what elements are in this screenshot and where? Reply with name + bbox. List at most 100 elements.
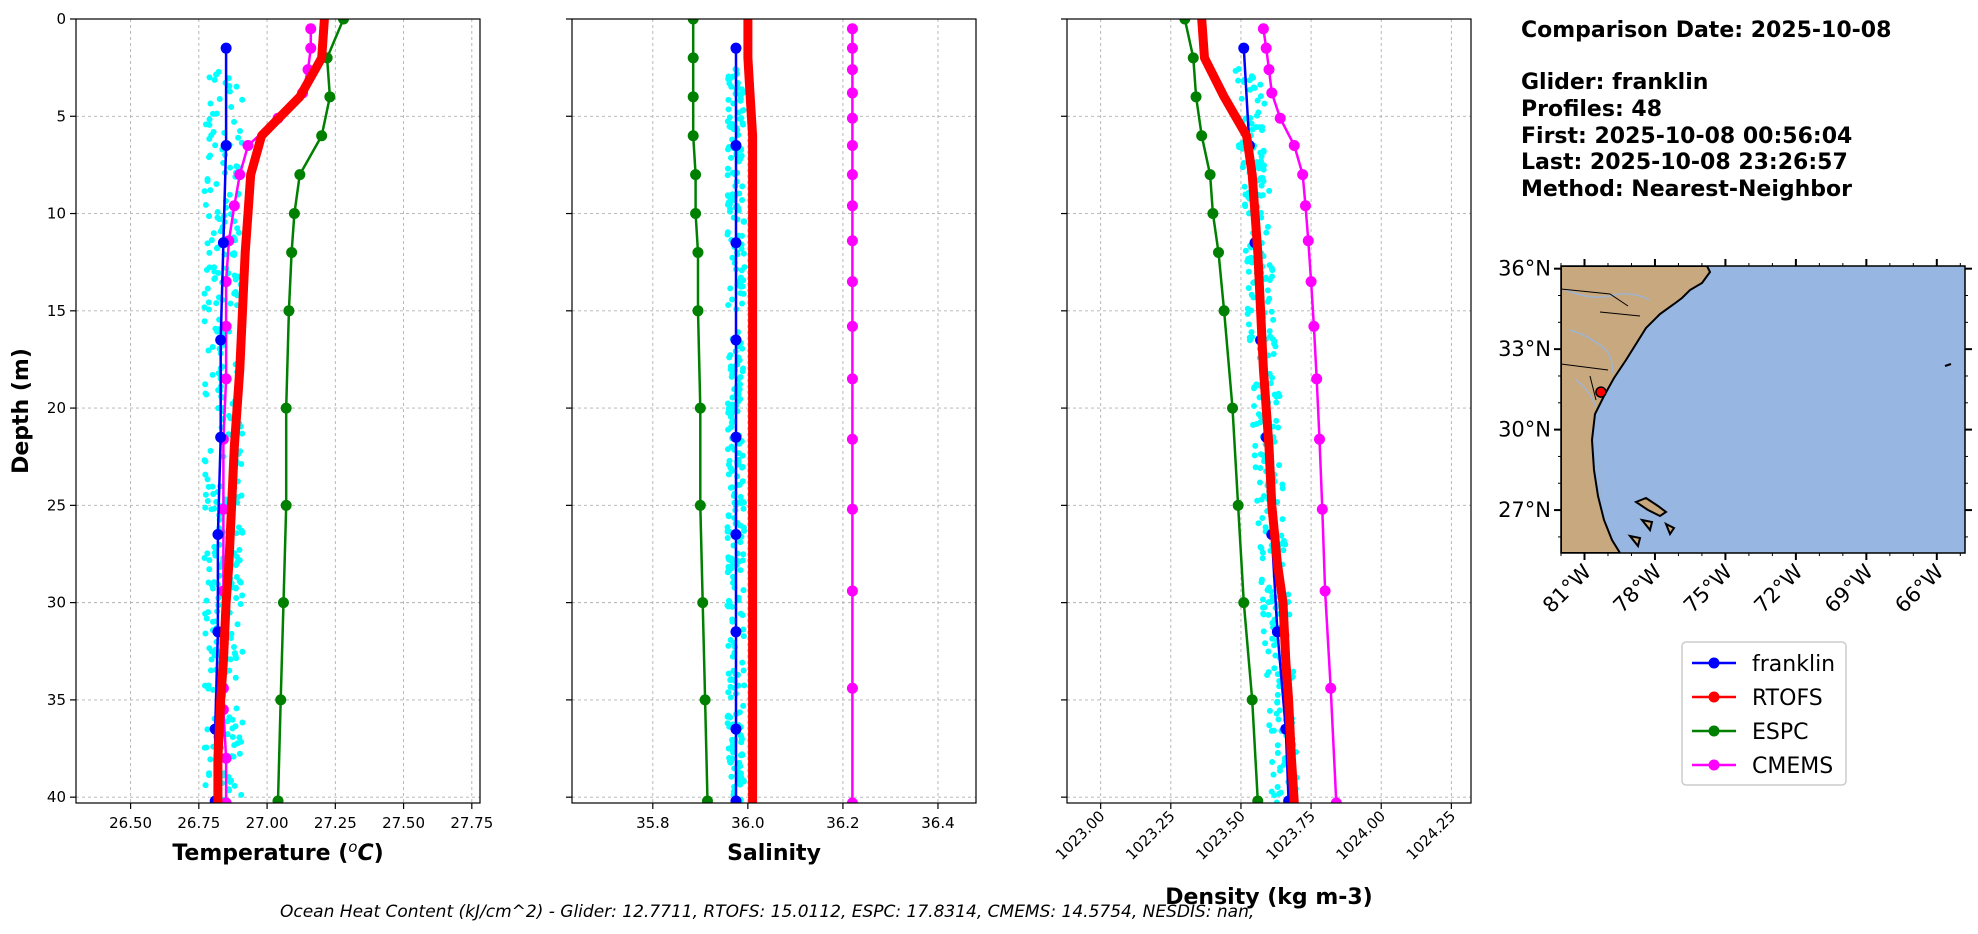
series-point-cmems: [846, 373, 858, 385]
map-river: [1598, 461, 1603, 501]
glider-data-point: [207, 152, 214, 159]
glider-data-point: [1265, 648, 1272, 655]
axes-frame: [1066, 18, 1472, 804]
series-point-franklin: [730, 529, 742, 541]
glider-data-point: [1254, 97, 1261, 104]
glider-data-point: [213, 300, 220, 307]
glider-data-point: [1250, 74, 1257, 81]
glider-data-point: [728, 443, 735, 450]
glider-data-point: [217, 228, 224, 235]
glider-data-point: [1268, 308, 1275, 315]
series-point-espc: [687, 19, 699, 25]
series-point-espc: [1218, 305, 1230, 317]
glider-data-point: [726, 354, 733, 361]
glider-data-point: [1266, 187, 1273, 194]
series-point-espc: [687, 91, 699, 103]
series-point-cmems: [1297, 169, 1309, 181]
glider-data-point: [725, 603, 732, 610]
glider-data-point: [1271, 792, 1278, 799]
glider-data-point: [1259, 596, 1266, 603]
glider-data-point: [729, 653, 736, 660]
glider-data-point: [1269, 758, 1276, 765]
glider-data-point: [209, 110, 216, 117]
glider-data-point: [207, 187, 214, 194]
series-point-espc: [699, 694, 711, 706]
series-point-espc: [277, 597, 289, 609]
glider-data-point: [229, 734, 236, 741]
series-point-espc: [283, 305, 295, 317]
x-tick-label: 26.50: [109, 814, 152, 832]
glider-data-point: [233, 574, 240, 581]
glider-data-point: [202, 782, 209, 789]
glider-data-point: [205, 347, 212, 354]
glider-data-point: [211, 268, 218, 275]
glider-data-point: [727, 75, 734, 82]
glider-data-point: [737, 374, 744, 381]
glider-data-point: [214, 209, 221, 216]
glider-data-point: [729, 169, 736, 176]
map-bermuda: [1944, 363, 1952, 367]
glider-data-point: [201, 188, 208, 195]
glider-data-point: [1267, 333, 1274, 340]
map-lon-label: 81°W: [1538, 559, 1596, 617]
y-tick-label: 30: [47, 594, 66, 612]
glider-data-point: [1257, 81, 1264, 88]
map-lat-label: 36°N: [1498, 257, 1551, 281]
glider-data-point: [1271, 338, 1278, 345]
glider-data-point: [207, 667, 214, 674]
glider-data-point: [727, 200, 734, 207]
series-point-cmems: [305, 42, 317, 54]
glider-data-point: [234, 621, 241, 628]
glider-data-point: [205, 682, 212, 689]
glider-data-point: [1282, 541, 1289, 548]
series-point-franklin: [220, 139, 232, 151]
glider-data-point: [740, 626, 747, 633]
glider-data-point: [202, 491, 209, 498]
x-tick-label: 36.2: [826, 814, 859, 832]
legend-label: CMEMS: [1752, 754, 1833, 779]
glider-data-point: [233, 705, 240, 712]
glider-data-point: [208, 506, 215, 513]
legend: franklin RTOFS ESPC CMEMS: [1681, 641, 1847, 786]
series-point-espc: [316, 130, 328, 142]
series-point-cmems: [846, 503, 858, 515]
glider-data-point: [1274, 691, 1281, 698]
glider-data-point: [726, 567, 733, 574]
glider-data-point: [1264, 287, 1271, 294]
y-tick-label: 0: [56, 10, 66, 28]
glider-data-point: [204, 285, 211, 292]
glider-data-point: [1246, 334, 1253, 341]
glider-data-point: [1235, 77, 1242, 84]
glider-data-point: [206, 213, 213, 220]
glider-data-point: [202, 201, 209, 208]
glider-data-point: [740, 702, 747, 709]
glider-data-point: [1257, 451, 1264, 458]
glider-data-point: [737, 770, 744, 777]
glider-data-point: [1258, 182, 1265, 189]
glider-data-point: [231, 252, 238, 259]
glider-data-point: [1257, 464, 1264, 471]
series-line-rtofs: [1197, 19, 1299, 803]
series-point-cmems: [846, 235, 858, 247]
glider-data-point: [1245, 321, 1252, 328]
y-tick-label: 35: [47, 691, 66, 709]
series-point-cmems: [846, 585, 858, 597]
glider-data-point: [1254, 382, 1261, 389]
glider-data-point: [1240, 159, 1247, 166]
glider-data-point: [1272, 343, 1279, 350]
series-point-cmems: [846, 169, 858, 181]
glider-data-point: [1269, 619, 1276, 626]
glider-data-point: [1271, 642, 1278, 649]
glider-data-point: [725, 461, 732, 468]
glider-data-point: [202, 381, 209, 388]
map-lat-label: 27°N: [1498, 498, 1551, 522]
glider-data-point: [230, 753, 237, 760]
glider-data-point: [224, 731, 231, 738]
glider-data-point: [1258, 496, 1265, 503]
temperature-panel: 26.50 26.75 27.00 27.25 27.50 27.75 0 5 10 15 20 25…: [47, 10, 493, 832]
glider-data-point: [740, 633, 747, 640]
glider-data-point: [239, 592, 246, 599]
glider-data-point: [739, 368, 746, 375]
info-method: Method: Nearest-Neighbor: [1521, 177, 1852, 202]
glider-data-point: [1259, 514, 1266, 521]
